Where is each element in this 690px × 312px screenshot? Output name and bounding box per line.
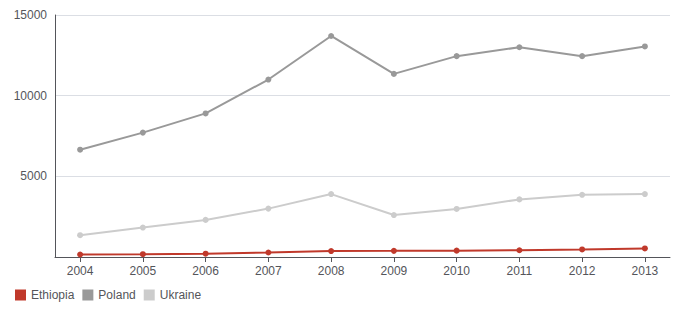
svg-text:2009: 2009: [381, 264, 408, 278]
svg-text:2011: 2011: [506, 264, 532, 278]
svg-text:Ethiopia: Ethiopia: [31, 288, 75, 302]
svg-text:2008: 2008: [318, 264, 345, 278]
svg-text:2012: 2012: [569, 264, 596, 278]
svg-text:5000: 5000: [20, 169, 47, 183]
svg-text:Ukraine: Ukraine: [160, 288, 202, 302]
svg-text:2010: 2010: [443, 264, 470, 278]
svg-text:15000: 15000: [14, 8, 48, 22]
svg-text:10000: 10000: [14, 89, 48, 103]
svg-text:2007: 2007: [255, 264, 282, 278]
svg-text:2004: 2004: [67, 264, 94, 278]
svg-text:2006: 2006: [192, 264, 219, 278]
svg-text:Poland: Poland: [98, 288, 135, 302]
svg-text:2005: 2005: [130, 264, 157, 278]
svg-text:2013: 2013: [632, 264, 659, 278]
